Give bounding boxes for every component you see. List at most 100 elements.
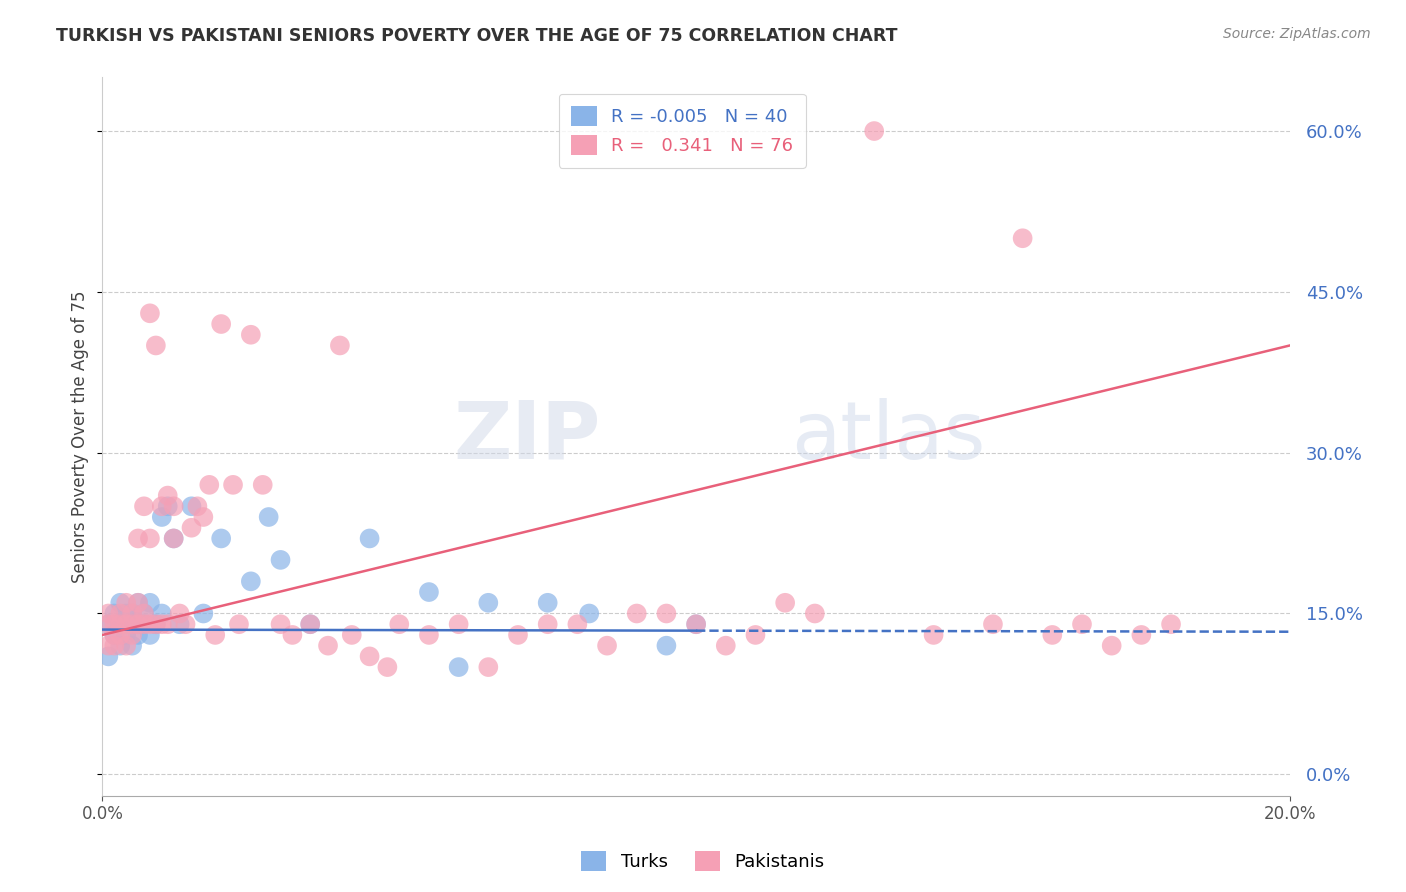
Point: [115, 628, 138, 642]
Point: [685, 617, 707, 632]
Text: Source: ZipAtlas.com: Source: ZipAtlas.com: [1223, 27, 1371, 41]
Point: [121, 607, 143, 621]
Point: [270, 553, 292, 567]
Point: [804, 607, 827, 621]
Point: [115, 607, 138, 621]
Point: [110, 628, 132, 642]
Point: [506, 628, 529, 642]
Point: [204, 628, 226, 642]
Point: [121, 628, 143, 642]
Point: [209, 317, 232, 331]
Point: [222, 478, 245, 492]
Point: [103, 607, 125, 621]
Point: [186, 500, 208, 514]
Point: [132, 500, 155, 514]
Point: [121, 639, 143, 653]
Point: [773, 596, 796, 610]
Point: [127, 596, 149, 610]
Point: [145, 617, 167, 632]
Point: [163, 500, 186, 514]
Point: [281, 628, 304, 642]
Point: [127, 596, 149, 610]
Point: [97, 649, 120, 664]
Point: [863, 124, 886, 138]
Point: [127, 532, 149, 546]
Point: [115, 617, 138, 632]
Point: [103, 617, 125, 632]
Point: [132, 617, 155, 632]
Point: [198, 478, 221, 492]
Point: [252, 478, 274, 492]
Point: [922, 628, 945, 642]
Point: [163, 532, 186, 546]
Point: [567, 617, 589, 632]
Point: [121, 617, 143, 632]
Point: [377, 660, 399, 674]
Point: [132, 617, 155, 632]
Point: [578, 607, 600, 621]
Point: [139, 306, 162, 320]
Point: [97, 639, 120, 653]
Point: [418, 585, 440, 599]
Point: [1130, 628, 1153, 642]
Point: [139, 532, 162, 546]
Point: [110, 607, 132, 621]
Point: [477, 660, 499, 674]
Point: [228, 617, 250, 632]
Text: atlas: atlas: [792, 398, 986, 475]
Point: [150, 500, 173, 514]
Point: [127, 628, 149, 642]
Point: [596, 639, 619, 653]
Point: [209, 532, 232, 546]
Point: [685, 617, 707, 632]
Point: [340, 628, 363, 642]
Point: [655, 607, 678, 621]
Point: [257, 510, 280, 524]
Point: [981, 617, 1004, 632]
Point: [180, 521, 202, 535]
Point: [1040, 628, 1063, 642]
Point: [359, 532, 381, 546]
Text: TURKISH VS PAKISTANI SENIORS POVERTY OVER THE AGE OF 75 CORRELATION CHART: TURKISH VS PAKISTANI SENIORS POVERTY OVE…: [56, 27, 898, 45]
Point: [110, 596, 132, 610]
Point: [139, 628, 162, 642]
Point: [110, 617, 132, 632]
Point: [626, 607, 648, 621]
Point: [145, 338, 167, 352]
Point: [180, 500, 202, 514]
Point: [169, 617, 191, 632]
Point: [1011, 231, 1033, 245]
Point: [714, 639, 737, 653]
Point: [1101, 639, 1123, 653]
Point: [537, 596, 560, 610]
Point: [121, 607, 143, 621]
Legend: Turks, Pakistanis: Turks, Pakistanis: [574, 844, 832, 879]
Point: [103, 628, 125, 642]
Point: [156, 617, 179, 632]
Point: [388, 617, 411, 632]
Point: [359, 649, 381, 664]
Point: [110, 617, 132, 632]
Legend: R = -0.005   N = 40, R =   0.341   N = 76: R = -0.005 N = 40, R = 0.341 N = 76: [558, 94, 806, 168]
Point: [193, 510, 215, 524]
Point: [150, 617, 173, 632]
Point: [537, 617, 560, 632]
Point: [110, 639, 132, 653]
Point: [97, 617, 120, 632]
Point: [139, 596, 162, 610]
Point: [744, 628, 766, 642]
Point: [418, 628, 440, 642]
Point: [174, 617, 197, 632]
Point: [156, 489, 179, 503]
Point: [132, 607, 155, 621]
Point: [1071, 617, 1094, 632]
Point: [655, 639, 678, 653]
Point: [329, 338, 352, 352]
Point: [97, 617, 120, 632]
Point: [150, 510, 173, 524]
Point: [115, 639, 138, 653]
Point: [299, 617, 322, 632]
Point: [239, 327, 262, 342]
Point: [145, 617, 167, 632]
Point: [156, 500, 179, 514]
